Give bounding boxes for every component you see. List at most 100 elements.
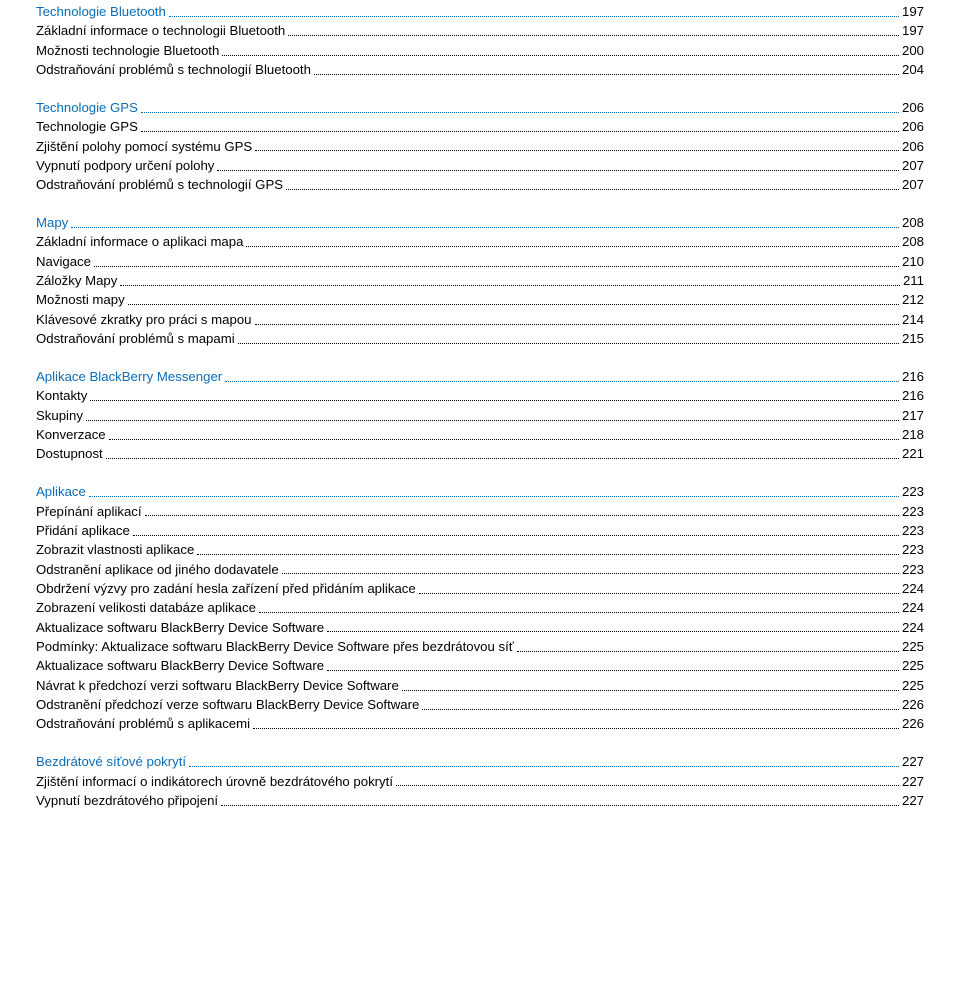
toc-item-row[interactable]: Navigace210 [36, 254, 924, 270]
toc-item-page: 212 [902, 292, 924, 308]
toc-heading-row[interactable]: Aplikace BlackBerry Messenger216 [36, 369, 924, 385]
toc-item-row[interactable]: Aktualizace softwaru BlackBerry Device S… [36, 620, 924, 636]
toc-item-row[interactable]: Přidání aplikace223 [36, 523, 924, 539]
toc-item-row[interactable]: Záložky Mapy 211 [36, 273, 924, 289]
toc-leader-dots [288, 35, 899, 36]
toc-item-page: 214 [902, 312, 924, 328]
toc-item-label: Odstraňování problémů s aplikacemi [36, 716, 250, 732]
toc-item-row[interactable]: Odstraňování problémů s technologií GPS2… [36, 177, 924, 193]
toc-item-row[interactable]: Technologie GPS 206 [36, 119, 924, 135]
toc-item-label: Zjištění polohy pomocí systému GPS [36, 139, 252, 155]
toc-leader-dots [169, 16, 899, 17]
toc-item-page: 206 [902, 139, 924, 155]
toc-section: Technologie GPS206Technologie GPS206Zjiš… [36, 100, 924, 193]
toc-leader-dots [314, 74, 899, 75]
toc-item-page: 211 [903, 273, 924, 289]
toc-item-page: 223 [902, 542, 924, 558]
toc-leader-dots [238, 343, 899, 344]
toc-item-row[interactable]: Klávesové zkratky pro práci s mapou214 [36, 312, 924, 328]
toc-leader-dots [86, 420, 899, 421]
toc-heading-row[interactable]: Technologie GPS206 [36, 100, 924, 116]
toc-item-row[interactable]: Konverzace218 [36, 427, 924, 443]
toc-leader-dots [71, 227, 899, 228]
toc-item-label: Konverzace [36, 427, 106, 443]
toc-item-page: 216 [902, 388, 924, 404]
toc-item-row[interactable]: Odstranění aplikace od jiného dodavatele… [36, 562, 924, 578]
toc-heading-page: 227 [902, 754, 924, 770]
toc-heading-row[interactable]: Bezdrátové síťové pokrytí 227 [36, 754, 924, 770]
toc-item-row[interactable]: Základní informace o technologii Bluetoo… [36, 23, 924, 39]
toc-item-row[interactable]: Skupiny217 [36, 408, 924, 424]
toc-item-row[interactable]: Odstraňování problémů s technologií Blue… [36, 62, 924, 78]
toc-item-row[interactable]: Odstraňování problémů s mapami215 [36, 331, 924, 347]
toc-item-page: 224 [902, 581, 924, 597]
toc-leader-dots [396, 785, 899, 786]
toc-item-label: Odstranění aplikace od jiného dodavatele [36, 562, 279, 578]
toc-item-label: Odstraňování problémů s technologií Blue… [36, 62, 311, 78]
toc-item-label: Technologie GPS [36, 119, 138, 135]
toc-leader-dots [327, 631, 899, 632]
toc-item-page: 224 [902, 620, 924, 636]
toc-heading-page: 216 [902, 369, 924, 385]
toc-item-row[interactable]: Možnosti technologie Bluetooth200 [36, 43, 924, 59]
toc-leader-dots [89, 496, 899, 497]
toc-item-label: Navigace [36, 254, 91, 270]
toc-item-label: Vypnutí bezdrátového připojení [36, 793, 218, 809]
toc-leader-dots [145, 515, 899, 516]
toc-leader-dots [141, 112, 899, 113]
toc-item-row[interactable]: Možnosti mapy 212 [36, 292, 924, 308]
toc-section: Aplikace BlackBerry Messenger216 Kontakty… [36, 369, 924, 462]
toc-item-row[interactable]: Základní informace o aplikaci mapa208 [36, 234, 924, 250]
toc-item-row[interactable]: Vypnutí bezdrátového připojení227 [36, 793, 924, 809]
toc-section: Mapy208Základní informace o aplikaci map… [36, 215, 924, 347]
toc-leader-dots [225, 381, 899, 382]
toc-item-label: Aktualizace softwaru BlackBerry Device S… [36, 620, 324, 636]
toc-item-page: 208 [902, 234, 924, 250]
toc-item-row[interactable]: Obdržení výzvy pro zadání hesla zařízení… [36, 581, 924, 597]
toc-heading-page: 223 [902, 484, 924, 500]
toc-item-row[interactable]: Odstraňování problémů s aplikacemi226 [36, 716, 924, 732]
toc-leader-dots [90, 400, 899, 401]
toc-item-row[interactable]: Aktualizace softwaru BlackBerry Device S… [36, 658, 924, 674]
toc-item-label: Vypnutí podpory určení polohy [36, 158, 214, 174]
toc-item-label: Obdržení výzvy pro zadání hesla zařízení… [36, 581, 416, 597]
toc-item-row[interactable]: Přepínání aplikací223 [36, 504, 924, 520]
toc-item-row[interactable]: Podmínky: Aktualizace softwaru BlackBerr… [36, 639, 924, 655]
toc-item-label: Zobrazení velikosti databáze aplikace [36, 600, 256, 616]
toc-item-label: Odstraňování problémů s technologií GPS [36, 177, 283, 193]
toc-item-label: Záložky Mapy [36, 273, 117, 289]
toc-item-page: 204 [902, 62, 924, 78]
toc-item-page: 223 [902, 523, 924, 539]
toc-item-page: 224 [902, 600, 924, 616]
toc-item-page: 207 [902, 158, 924, 174]
toc-leader-dots [255, 324, 899, 325]
toc-item-row[interactable]: Odstranění předchozí verze softwaru Blac… [36, 697, 924, 713]
toc-item-page: 225 [902, 658, 924, 674]
toc-leader-dots [282, 573, 899, 574]
toc-heading-row[interactable]: Aplikace223 [36, 484, 924, 500]
toc-item-row[interactable]: Zobrazení velikosti databáze aplikace 224 [36, 600, 924, 616]
toc-leader-dots [253, 728, 899, 729]
toc-item-row[interactable]: Dostupnost 221 [36, 446, 924, 462]
toc-leader-dots [133, 535, 899, 536]
toc-item-row[interactable]: Zjištění informací o indikátorech úrovně… [36, 774, 924, 790]
toc-item-row[interactable]: Vypnutí podpory určení polohy 207 [36, 158, 924, 174]
toc-heading-row[interactable]: Technologie Bluetooth197 [36, 4, 924, 20]
toc-item-label: Možnosti mapy [36, 292, 125, 308]
toc-heading-page: 208 [902, 215, 924, 231]
toc-leader-dots [246, 246, 899, 247]
toc-item-page: 206 [902, 119, 924, 135]
toc-item-label: Kontakty [36, 388, 87, 404]
toc-item-label: Dostupnost [36, 446, 103, 462]
toc-heading-row[interactable]: Mapy 208 [36, 215, 924, 231]
toc-item-row[interactable]: Návrat k předchozí verzi softwaru BlackB… [36, 678, 924, 694]
toc-item-row[interactable]: Zjištění polohy pomocí systému GPS 206 [36, 139, 924, 155]
toc-leader-dots [327, 670, 899, 671]
toc-item-row[interactable]: Kontakty 216 [36, 388, 924, 404]
toc-item-row[interactable]: Zobrazit vlastnosti aplikace223 [36, 542, 924, 558]
toc-heading-label: Mapy [36, 215, 68, 231]
toc-heading-page: 197 [902, 4, 924, 20]
toc-section: Aplikace223 Přepínání aplikací223 Přidání … [36, 484, 924, 732]
toc-item-page: 221 [902, 446, 924, 462]
toc-heading-label: Bezdrátové síťové pokrytí [36, 754, 186, 770]
